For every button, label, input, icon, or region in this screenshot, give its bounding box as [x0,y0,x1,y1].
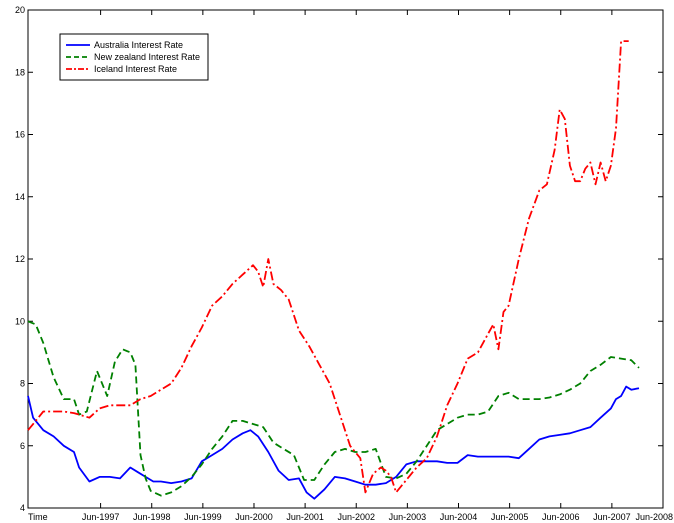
x-tick-label: Jun-2005 [491,512,529,522]
series-line-2 [27,320,640,497]
legend-label: Iceland Interest Rate [94,64,177,74]
y-tick-label: 4 [20,503,25,513]
x-tick-label: Jun-2008 [635,512,673,522]
x-tick-label: Time [28,512,48,522]
y-tick-label: 20 [15,5,25,15]
y-tick-label: 6 [20,441,25,451]
series-lines [27,40,640,500]
x-tick-label: Jun-2006 [542,512,580,522]
y-axis: 4 6 8 10 12 14 16 18 20 [15,5,663,513]
x-axis: Time Jun-1997 Jun-1998 Jun-1999 Jun-2000 Jun-… [27,10,673,522]
legend-label: New zealand Interest Rate [94,52,200,62]
x-tick-label: Jun-2007 [593,512,631,522]
y-tick-label: 16 [15,130,25,140]
x-tick-label: Jun-2003 [389,512,427,522]
y-tick-label: 10 [15,316,25,326]
legend: Australia Interest Rate New zealand Inter… [59,33,209,81]
x-tick-label: Jun-1999 [184,512,222,522]
x-tick-label: Jun-2002 [337,512,375,522]
x-tick-label: Jun-1997 [82,512,120,522]
legend-label: Australia Interest Rate [94,40,183,50]
x-tick-label: Jun-2001 [286,512,324,522]
y-tick-label: 12 [15,254,25,264]
x-tick-label: Jun-2004 [440,512,478,522]
y-tick-label: 18 [15,67,25,77]
plot-area [27,9,664,509]
y-tick-label: 14 [15,192,25,202]
x-tick-label: Jun-1998 [133,512,171,522]
y-tick-label: 8 [20,379,25,389]
x-tick-label: Jun-2000 [235,512,273,522]
series-line-1 [27,385,640,500]
